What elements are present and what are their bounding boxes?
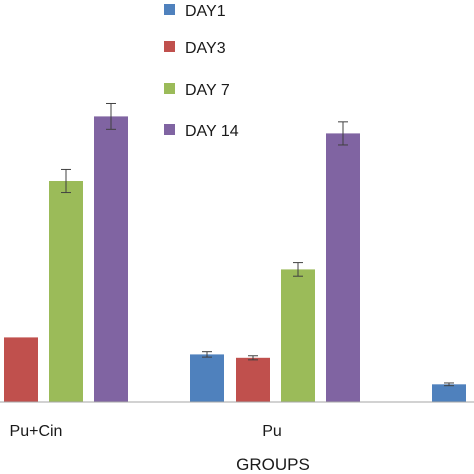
bar-day-14-pu-cin: [94, 116, 128, 403]
bar-day-14-pu: [326, 133, 360, 402]
legend-label-day1: DAY1: [185, 3, 226, 20]
legend-swatch-day7: [164, 83, 175, 94]
error-bar-day-7-pu: [293, 262, 303, 277]
legend-swatch-day14: [164, 124, 175, 135]
legend-swatch-day3: [164, 41, 175, 52]
error-bar-day-14-pu: [338, 121, 348, 146]
bar-day-7-pu-cin: [49, 181, 83, 402]
error-bars: [61, 102, 454, 387]
x-axis-title: GROUPS: [236, 455, 310, 474]
error-bar-day-7-pu-cin: [61, 168, 71, 194]
legend-label-day3: DAY3: [185, 40, 226, 57]
legend-swatch-day1: [164, 4, 175, 15]
error-bar-day1-pu: [202, 351, 212, 358]
bar-day-7-pu: [281, 269, 315, 402]
bar-day1-pu: [190, 354, 224, 402]
legend-label-day7: DAY 7: [185, 82, 230, 99]
x-tick-label-pu: Pu: [262, 423, 282, 440]
x-tick-label-pu-cin: Pu+Cin: [10, 423, 63, 440]
bar-day3-pu: [236, 357, 270, 402]
plot-area: [4, 116, 466, 403]
error-bar-day3-pu: [248, 355, 258, 361]
bar-day1-trailing: [432, 384, 466, 402]
legend: DAY1 DAY3 DAY 7 DAY 14: [164, 3, 239, 140]
bar-day3-pu-cin: [4, 337, 38, 402]
error-bar-day-14-pu-cin: [106, 102, 116, 130]
legend-label-day14: DAY 14: [185, 123, 239, 140]
error-bar-day1-trailing: [444, 382, 454, 387]
